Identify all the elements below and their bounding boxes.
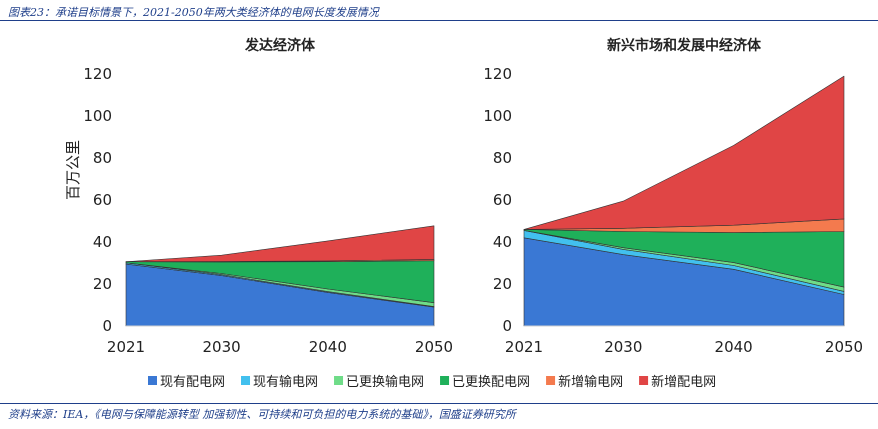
- chart-title-1: 发达经济体: [244, 37, 316, 54]
- y-tick-label: 100: [83, 107, 112, 125]
- legend-label-2: 现有输电网: [253, 374, 318, 390]
- legend-label-1: 现有配电网: [160, 375, 225, 390]
- y-tick-label: 120: [483, 65, 512, 83]
- y-tick-label: 0: [502, 317, 512, 335]
- area-series-6: [125, 225, 435, 262]
- legend-label-6: 新增配电网: [651, 374, 716, 390]
- y-tick-label: 20: [493, 275, 512, 293]
- x-tick-label: 2030: [604, 338, 642, 356]
- y-axis-label: 百万公里: [64, 140, 82, 200]
- x-tick-label: 2021: [107, 338, 145, 356]
- y-tick-label: 100: [483, 107, 512, 125]
- x-tick-label: 2040: [715, 338, 753, 356]
- source-note: 资料来源：IEA，《电网与保障能源转型 加强韧性、可持续和可负担的电力系统的基础…: [8, 408, 516, 421]
- legend-swatch-4: [440, 376, 450, 385]
- y-tick-label: 80: [93, 149, 112, 167]
- legend-swatch-3: [334, 376, 344, 385]
- y-tick-label: 20: [93, 275, 112, 293]
- legend-swatch-2: [241, 376, 251, 385]
- x-tick-label: 2050: [415, 338, 453, 356]
- legend-swatch-6: [639, 376, 649, 385]
- x-tick-label: 2030: [202, 338, 240, 356]
- area-series-6: [523, 75, 845, 230]
- y-tick-label: 40: [93, 233, 112, 251]
- x-tick-label: 2021: [505, 338, 543, 356]
- x-tick-label: 2040: [309, 338, 347, 356]
- y-tick-label: 120: [83, 65, 112, 83]
- bottom-rule: [0, 403, 878, 404]
- x-tick-label: 2050: [825, 338, 863, 356]
- y-tick-label: 60: [493, 191, 512, 209]
- top-rule: [0, 20, 878, 21]
- legend-label-5: 新增输电网: [558, 374, 623, 390]
- legend-label-4: 已更换配电网: [452, 375, 530, 390]
- y-tick-label: 0: [102, 317, 112, 335]
- legend-swatch-5: [546, 376, 556, 385]
- legend-label-3: 已更换输电网: [346, 374, 424, 390]
- legend-swatch-1: [148, 376, 157, 385]
- y-tick-label: 80: [493, 149, 512, 167]
- figure-title: 图表23：承诺目标情景下，2021-2050年两大类经济体的电网长度发展情况: [8, 6, 379, 19]
- y-tick-label: 40: [493, 233, 512, 251]
- chart-title-2: 新兴市场和发展中经济体: [607, 37, 762, 54]
- y-tick-label: 60: [93, 191, 112, 209]
